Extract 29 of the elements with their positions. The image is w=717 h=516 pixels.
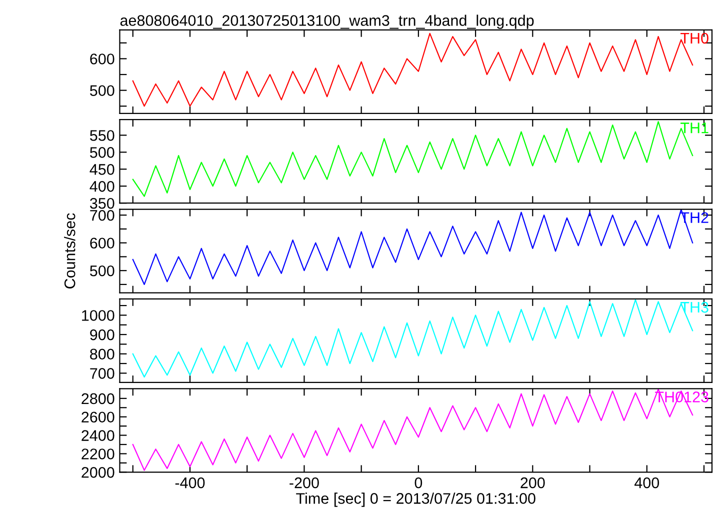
- y-axis-title: Counts/sec: [64, 213, 76, 288]
- y-tick-label: 2800: [82, 393, 114, 404]
- chart-title: ae808064010_20130725013100_wam3_trn_4band_long.qdp: [120, 14, 534, 29]
- y-tick-label: 700: [90, 210, 114, 221]
- y-tick-label: 350: [90, 198, 114, 209]
- y-tick-label: 2600: [82, 412, 114, 423]
- y-tick-label: 500: [90, 265, 114, 276]
- y-tick-label: 600: [90, 238, 114, 249]
- y-tick-label: 900: [90, 329, 114, 340]
- y-tick-label: 600: [90, 54, 114, 64]
- x-tick-label: 400: [634, 477, 660, 488]
- x-tick-label: 200: [520, 477, 545, 488]
- y-tick-label: 500: [90, 85, 114, 96]
- y-tick-label: 450: [90, 164, 114, 175]
- y-tick-label: 1000: [82, 310, 114, 321]
- y-tick-label: 500: [90, 147, 114, 158]
- y-tick-label: 2000: [82, 467, 114, 478]
- series-label: TH1: [680, 122, 708, 134]
- y-tick-label: 400: [90, 180, 114, 192]
- x-tick-label: -400: [175, 477, 205, 488]
- x-tick-label: 0: [414, 477, 422, 488]
- y-tick-label: 2400: [82, 430, 114, 441]
- x-axis-title: Time [sec] 0 = 2013/07/25 01:31:00: [296, 492, 536, 507]
- series-label: TH0: [680, 32, 708, 44]
- y-tick-label: 550: [90, 130, 114, 141]
- x-tick-label: -200: [290, 477, 319, 488]
- y-tick-label: 800: [90, 348, 114, 360]
- y-tick-label: 700: [90, 368, 114, 379]
- y-tick-label: 2200: [82, 448, 114, 460]
